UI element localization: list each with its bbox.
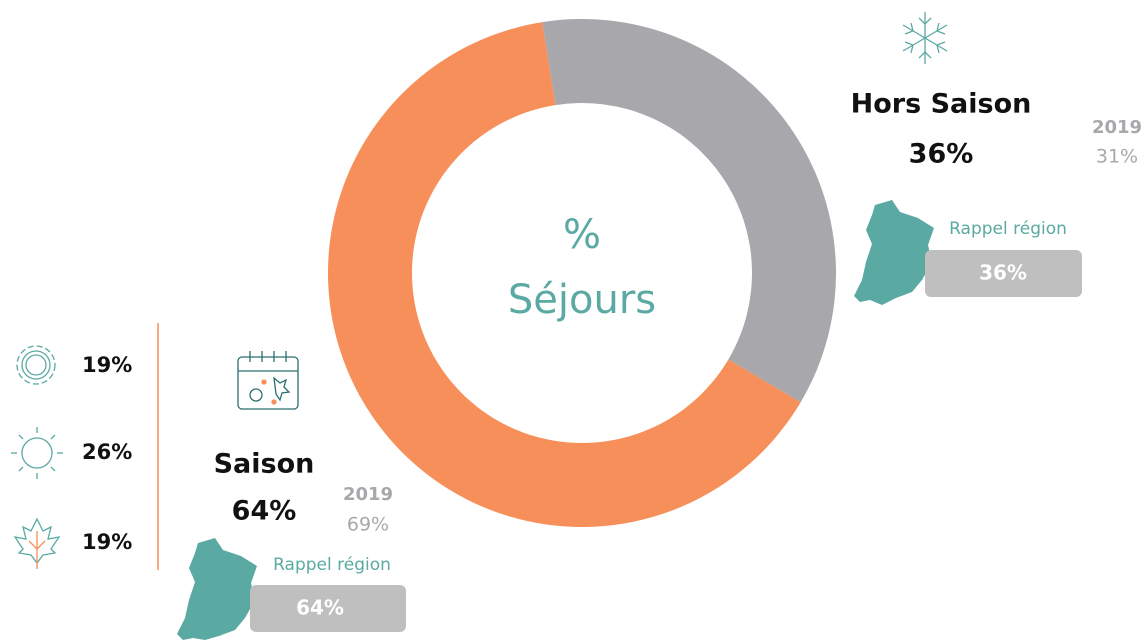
category-label: Saison	[214, 449, 315, 480]
donut	[327, 19, 836, 527]
region-value: 36%	[979, 261, 1027, 285]
center-title: %	[563, 212, 601, 258]
region-map	[854, 200, 934, 305]
category-label: Hors Saison	[851, 89, 1032, 120]
flower-icon	[16, 345, 56, 385]
region-label: Rappel région	[949, 219, 1067, 239]
value-label: 64%	[232, 496, 297, 527]
comparison-year: 2019	[343, 484, 393, 505]
season-value: 26%	[82, 440, 132, 464]
calendar-icon	[237, 351, 299, 410]
donut-segment	[327, 22, 801, 527]
center-subtitle: Séjours	[508, 277, 656, 323]
region-bar	[925, 250, 1082, 297]
value-label: 36%	[909, 139, 974, 170]
region-bar	[250, 585, 406, 632]
comparison-value: 31%	[1096, 146, 1138, 168]
comparison-year: 2019	[1092, 117, 1142, 138]
leaf-icon	[13, 517, 61, 569]
donut-segment	[542, 19, 836, 403]
region-label: Rappel région	[273, 555, 391, 575]
region-value: 64%	[296, 596, 344, 620]
region-map	[177, 538, 257, 640]
season-value: 19%	[82, 353, 132, 377]
sun-icon	[11, 427, 63, 479]
snowflake-icon	[902, 12, 948, 64]
season-value: 19%	[82, 530, 132, 554]
comparison-value: 69%	[347, 514, 389, 536]
